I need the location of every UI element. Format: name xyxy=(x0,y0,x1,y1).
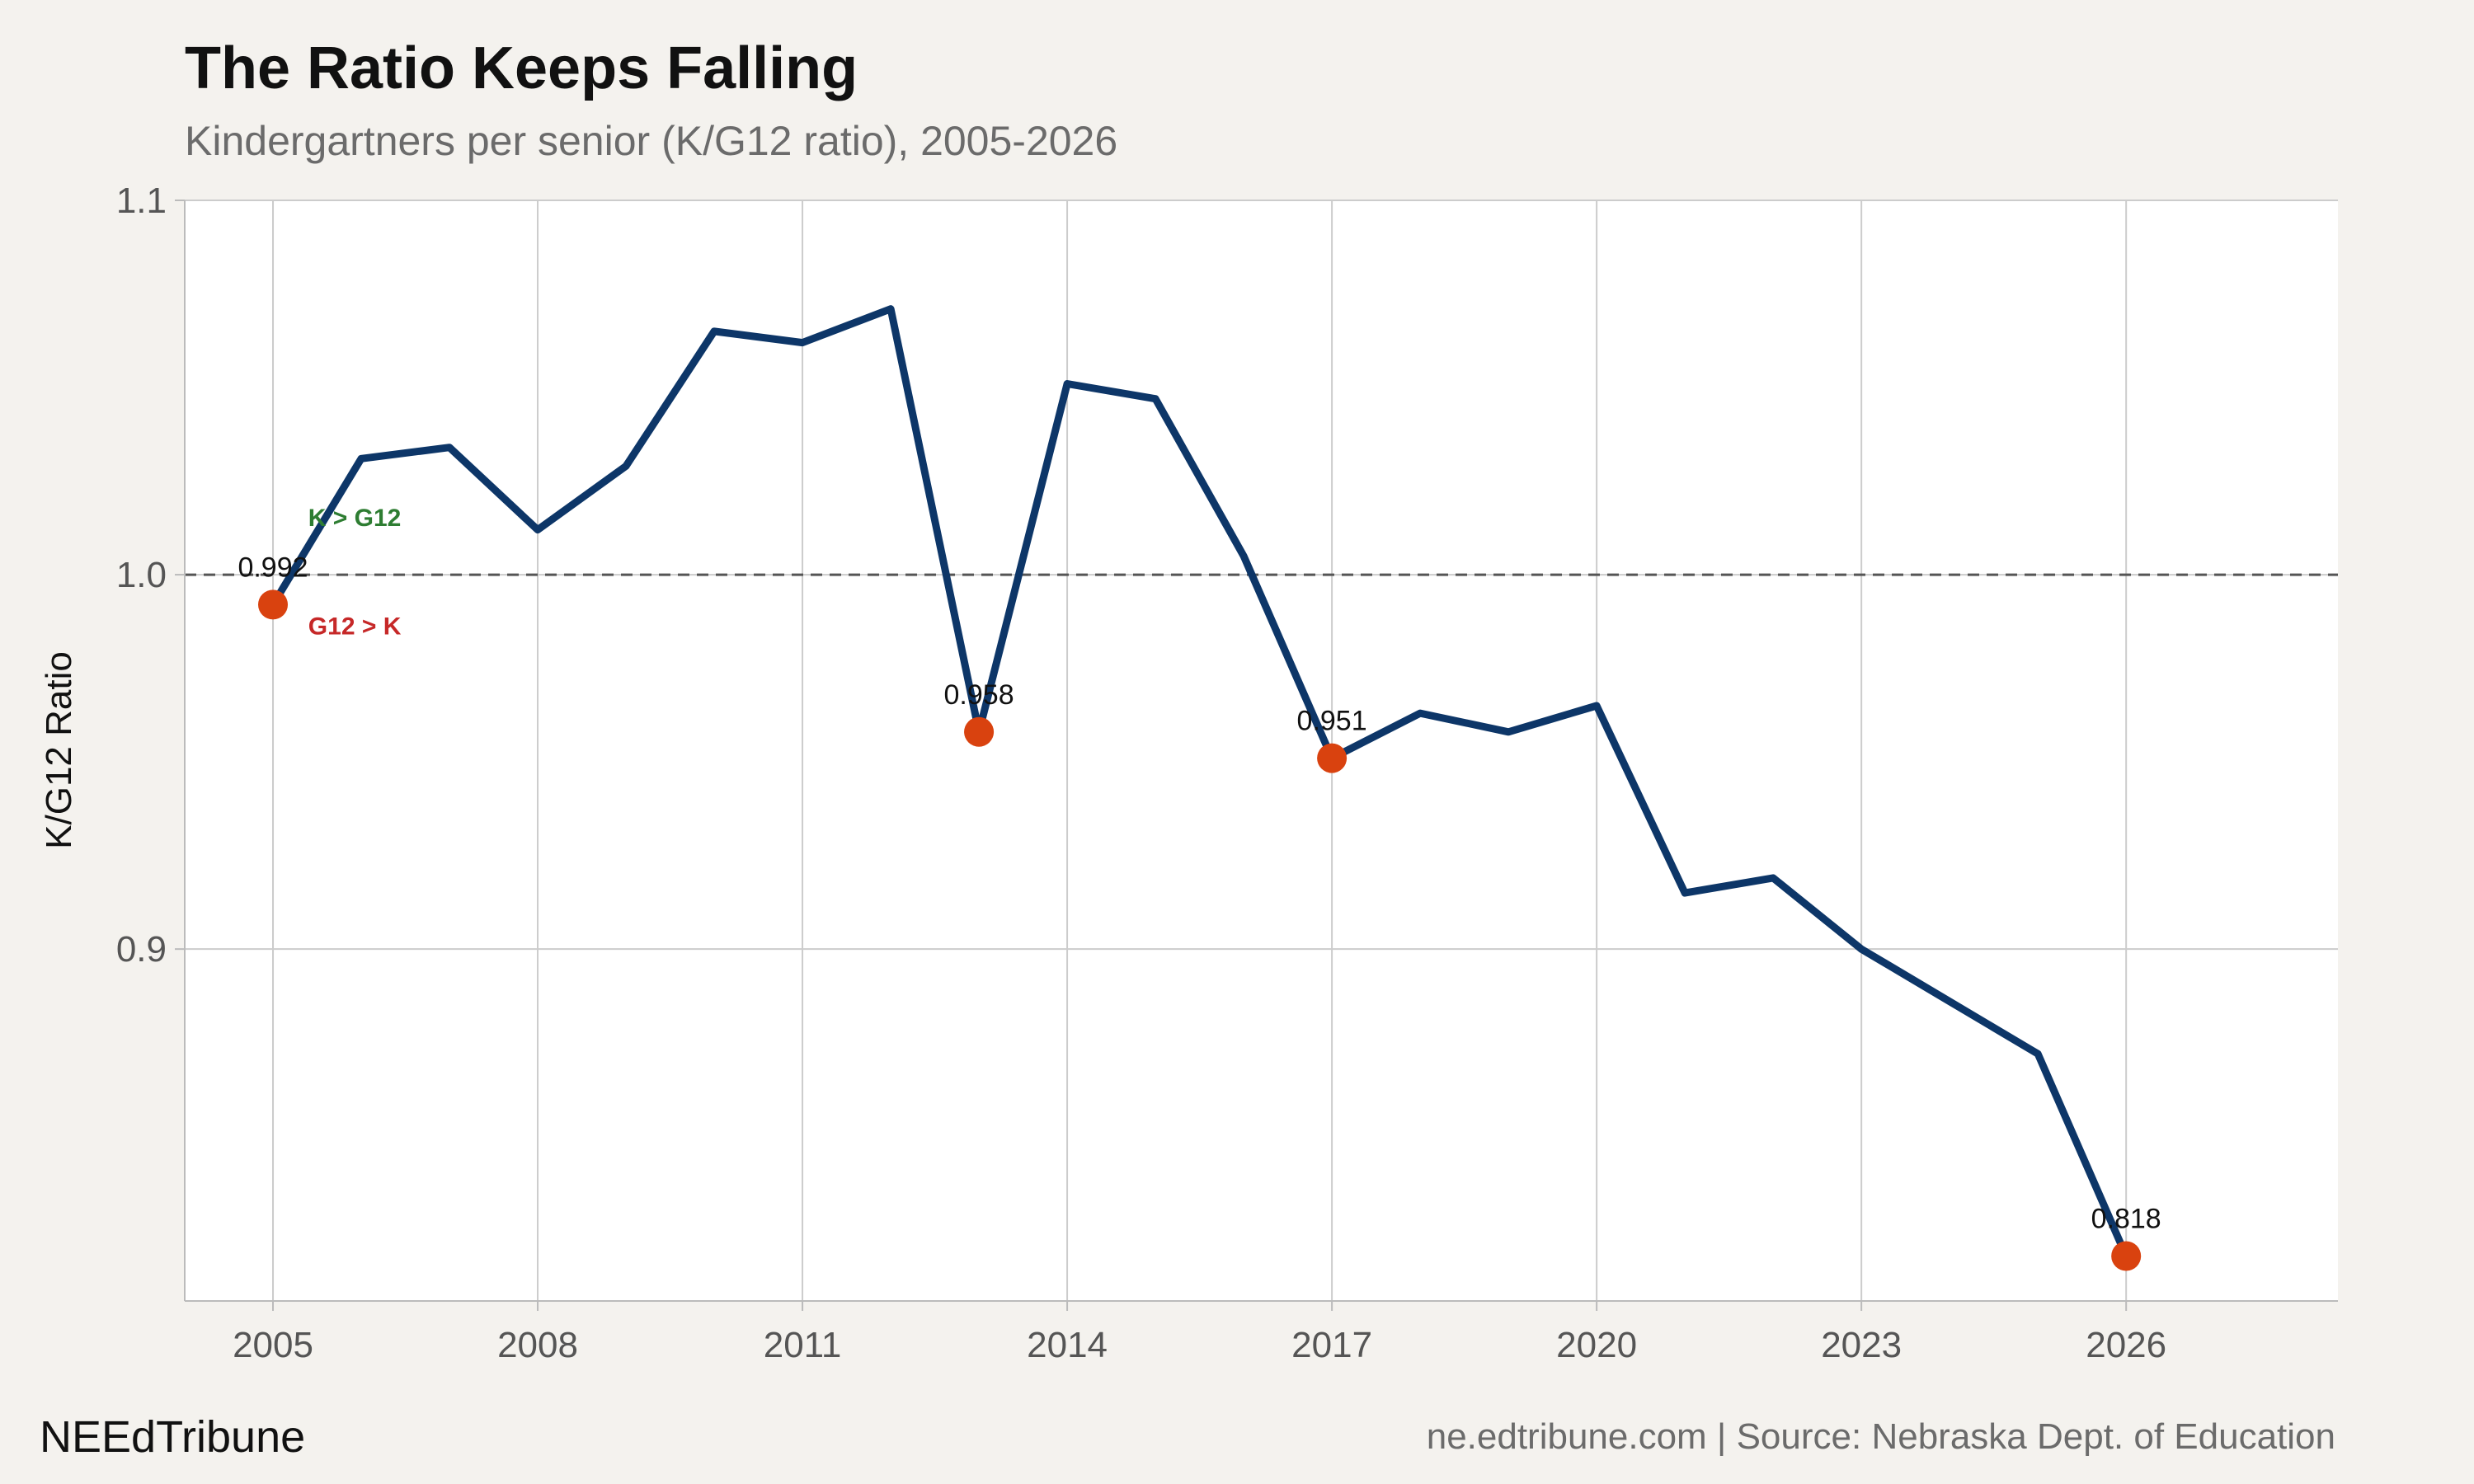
highlight-points xyxy=(258,589,2142,1271)
annotations: 0.992 0.958 0.951 0.818 K > G12 G12 > K xyxy=(238,505,2161,1234)
x-tick-label: 2017 xyxy=(1291,1325,1372,1365)
x-tick-label: 2014 xyxy=(1027,1325,1108,1365)
x-tick-label: 2005 xyxy=(233,1325,313,1365)
y-axis-label: K/G12 Ratio xyxy=(39,651,79,849)
source-note: ne.edtribune.com | Source: Nebraska Dept… xyxy=(1426,1416,2335,1457)
chart-subtitle: Kindergartners per senior (K/G12 ratio),… xyxy=(185,118,1118,164)
brand-logo-text: NEEdTribune xyxy=(40,1412,306,1462)
data-label: 0.992 xyxy=(238,552,308,583)
y-tick-label: 1.1 xyxy=(116,181,167,221)
x-tick-label: 2008 xyxy=(497,1325,578,1365)
x-tick-label: 2020 xyxy=(1556,1325,1637,1365)
y-tick-label: 0.9 xyxy=(116,929,167,970)
plot-area xyxy=(185,200,2338,1301)
highlight-point xyxy=(964,716,995,747)
chart-title: The Ratio Keeps Falling xyxy=(185,35,858,101)
highlight-point xyxy=(2111,1241,2142,1271)
data-label: 0.951 xyxy=(1297,706,1367,737)
highlight-point xyxy=(1317,743,1348,773)
series-line xyxy=(269,305,2130,1260)
highlight-point xyxy=(258,589,289,620)
x-tick-label: 2023 xyxy=(1821,1325,1902,1365)
x-tick-label: 2011 xyxy=(764,1325,842,1365)
reference-annotation: G12 > K xyxy=(308,613,402,641)
data-label: 0.818 xyxy=(2091,1204,2161,1235)
grid-lines xyxy=(185,200,2338,1301)
x-tick-label: 2026 xyxy=(2086,1325,2166,1365)
reference-annotation: K > G12 xyxy=(308,505,402,532)
series-lines xyxy=(269,305,2130,1260)
data-label: 0.958 xyxy=(944,679,1014,711)
axes: 2005 2008 2011 2014 2017 2020 2023 2026 0.9 1.0 1.… xyxy=(116,181,2338,1365)
y-tick-label: 1.0 xyxy=(116,555,167,595)
